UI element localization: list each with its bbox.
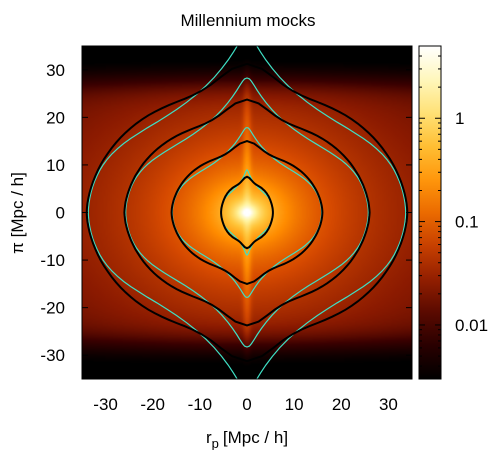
y-axis: -30 -20 -10 0 10 20 30: [40, 61, 412, 365]
contour-cyan-4: [87, 46, 407, 379]
colorbar-tick-label: 0.1: [455, 213, 479, 232]
chart-title: Millennium mocks: [180, 11, 315, 30]
contour-black-2: [170, 140, 324, 285]
contour-black-3: [123, 98, 371, 327]
heatmap-image: [82, 46, 412, 379]
y-axis-label: π [Mpc / h]: [8, 172, 27, 254]
y-tick-label: 0: [56, 204, 65, 223]
x-tick-label: -10: [188, 395, 213, 414]
y-tick-label: 10: [46, 156, 65, 175]
heatmap-plot-area: [81, 45, 413, 380]
y-tick-label: -30: [40, 346, 65, 365]
x-tick-label: -20: [140, 395, 165, 414]
x-tick-label: 0: [242, 395, 251, 414]
contour-cyan-3: [125, 77, 369, 348]
colorbar-ticks: 0.01 0.1 1: [419, 45, 488, 380]
x-axis-label-unit: [Mpc / h]: [223, 428, 288, 447]
y-tick-label: -20: [40, 299, 65, 318]
x-axis-label: rp [Mpc / h]: [206, 428, 288, 450]
colorbar: 0.01 0.1 1: [418, 45, 488, 380]
y-tick-label: -10: [40, 251, 65, 270]
contour-black-1: [220, 175, 274, 250]
colorbar-tick-label: 0.01: [455, 316, 488, 335]
x-tick-label: 20: [332, 395, 351, 414]
colorbar-tick-label: 1: [455, 109, 464, 128]
y-tick-label: 20: [46, 108, 65, 127]
y-tick-label: 30: [46, 61, 65, 80]
contour-lines: [85, 46, 409, 379]
x-tick-label: 10: [285, 395, 304, 414]
x-axis: -30 -20 -10 0 10 20 30: [93, 46, 398, 414]
x-axis-label-subscript: p: [212, 436, 219, 450]
x-tick-label: -30: [93, 395, 118, 414]
x-axis-label-main: r: [206, 428, 212, 447]
colorbar-gradient: [418, 45, 442, 380]
x-tick-label: 30: [379, 395, 398, 414]
